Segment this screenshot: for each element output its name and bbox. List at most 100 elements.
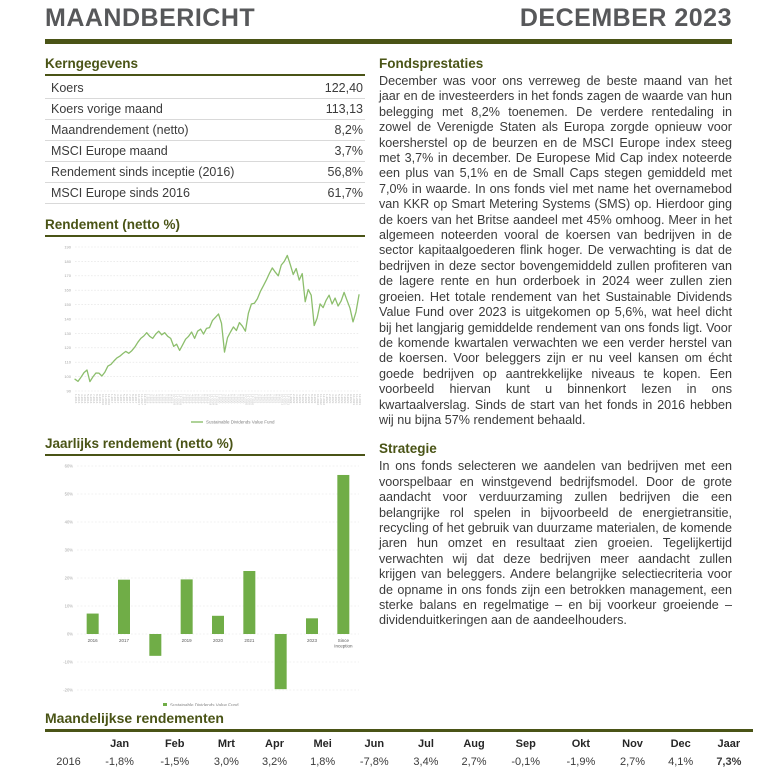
x-tick-label: 11-2019 [212, 394, 216, 405]
x-tick-label: 5-2016 [86, 394, 90, 404]
monthly-column-header [45, 735, 92, 753]
y-tick-label: -20% [63, 688, 73, 693]
x-tick-label: 3-2022 [295, 394, 299, 404]
x-tick-label: 11-2022 [319, 394, 323, 405]
y-tick-label: 160 [64, 288, 71, 293]
kerngegevens-row: Rendement sinds inceptie (2016) 56,8% [45, 161, 365, 183]
x-tick-label: 6-2017 [125, 394, 129, 404]
x-tick-label: 7-2021 [271, 394, 275, 404]
x-tick-label: 4-2017 [119, 394, 123, 404]
x-tick-label: 12-2020 [250, 394, 254, 405]
x-tick-label: 1-2018 [146, 394, 150, 404]
report-header: MAANDBERICHT DECEMBER 2023 [45, 4, 732, 33]
y-tick-label: 100 [64, 374, 71, 379]
x-tick-label: 5-2022 [301, 394, 305, 404]
x-tick-label: 3-2017 [116, 394, 120, 404]
x-tick-label: 4-2022 [298, 394, 302, 404]
category-label: 2016 [88, 638, 99, 643]
x-tick-label: 10-2017 [137, 394, 141, 405]
x-tick-label: 3-2021 [259, 394, 263, 404]
x-tick-label: 7-2017 [128, 394, 132, 404]
x-tick-label: 10-2021 [280, 394, 284, 405]
bar-2021 [243, 571, 256, 634]
x-tick-label: 2-2017 [113, 394, 117, 404]
monthly-value: 3,0% [213, 756, 239, 768]
y-tick-label: 180 [64, 259, 71, 264]
monthly-value: 1,8% [310, 756, 336, 768]
y-tick-label: 140 [64, 316, 71, 321]
monthly-returns-divider [45, 729, 753, 732]
x-tick-label: 12-2022 [322, 394, 326, 405]
y-tick-label: 150 [64, 302, 71, 307]
x-tick-label: 2-2018 [149, 394, 153, 404]
cumulative-return-divider [45, 235, 365, 237]
x-tick-label: 1-2019 [182, 394, 186, 404]
monthly-value: 3,2% [261, 756, 288, 768]
x-tick-label: 9-2022 [313, 394, 317, 404]
content-columns: Kerngegevens Koers 122,40 Koers vorige maa… [45, 56, 732, 706]
kerngegevens-divider [45, 74, 365, 76]
legend-label: Sustainable Dividends Value Fund [170, 703, 239, 706]
x-tick-label: 1-2017 [110, 394, 114, 404]
kerngegevens-row: MSCI Europe maand 3,7% [45, 140, 365, 162]
x-tick-label: 2-2021 [256, 394, 260, 404]
monthly-value: 3,4% [413, 756, 439, 768]
x-tick-label: 7-2016 [92, 394, 96, 404]
x-tick-label: 10-2020 [244, 394, 248, 405]
monthly-year: 2016 [56, 756, 81, 768]
x-tick-label: 11-2016 [104, 394, 108, 405]
x-tick-label: 12-2017 [143, 394, 147, 405]
y-tick-label: -10% [63, 660, 73, 665]
y-tick-label: 0% [67, 632, 73, 637]
monthly-column-header: Jaar [717, 738, 741, 750]
x-tick-label: 6-2021 [268, 394, 272, 404]
x-tick-label: 12-2016 [107, 394, 111, 405]
x-tick-label: 7-2023 [343, 394, 347, 404]
x-tick-label: 1-2023 [325, 394, 329, 404]
strategie-heading: Strategie [379, 441, 437, 457]
x-tick-label: 5-2021 [265, 394, 269, 404]
kerngegevens-value: 61,7% [302, 182, 365, 204]
x-tick-label: 11-2021 [283, 394, 287, 405]
x-tick-label: 3-2019 [188, 394, 192, 404]
left-column: Kerngegevens Koers 122,40 Koers vorige maa… [45, 56, 365, 706]
bar-2019 [180, 579, 193, 634]
yearly-return-divider [45, 454, 365, 456]
report-title: MAANDBERICHT [45, 4, 256, 32]
x-tick-label: 6-2018 [161, 394, 165, 404]
monthly-column-header: Mrt [217, 738, 235, 750]
monthly-column-header: Jan [110, 738, 130, 750]
kerngegevens-label: MSCI Europe maand [45, 140, 303, 162]
x-tick-label: 2-2023 [328, 394, 332, 404]
monthly-column-header: Sep [515, 738, 536, 750]
y-tick-label: 190 [64, 244, 71, 249]
x-tick-label: 2-2022 [292, 394, 296, 404]
x-tick-label: 7-2020 [235, 394, 239, 404]
kerngegevens-value: 113,13 [302, 98, 365, 120]
x-tick-label: 1-2020 [217, 394, 221, 404]
kerngegevens-value: 8,2% [302, 119, 365, 141]
x-tick-label: 9-2019 [206, 394, 210, 404]
x-tick-label: 3-2018 [152, 394, 156, 404]
monthly-value: 2,7% [461, 756, 487, 768]
category-label: 2023 [307, 638, 318, 643]
strategie-text: In ons fonds selecteren we aandelen van … [379, 459, 732, 628]
monthly-column-header: Dec [670, 738, 691, 750]
x-tick-label: 9-2021 [277, 394, 281, 404]
x-tick-label: 7-2019 [200, 394, 204, 404]
x-tick-label: 12-2018 [179, 394, 183, 405]
x-tick-label: 1-2021 [253, 394, 257, 404]
x-tick-label: 12-2021 [286, 394, 290, 405]
bar-2016 [86, 613, 99, 634]
bar-2022 [274, 634, 287, 690]
report-period: DECEMBER 2023 [519, 4, 732, 32]
x-tick-label: 12-2023 [358, 394, 362, 405]
x-tick-label: 4-2016 [83, 394, 87, 404]
x-tick-label: 11-2023 [355, 394, 359, 405]
x-tick-label: 4-2020 [226, 394, 230, 404]
kerngegevens-value: 56,8% [302, 161, 365, 183]
x-tick-label: 4-2023 [334, 394, 338, 404]
x-tick-label: 2-2019 [185, 394, 189, 404]
kerngegevens-row: Koers vorige maand 113,13 [45, 98, 365, 120]
kerngegevens-row: MSCI Europe sinds 2016 61,7% [45, 182, 365, 204]
